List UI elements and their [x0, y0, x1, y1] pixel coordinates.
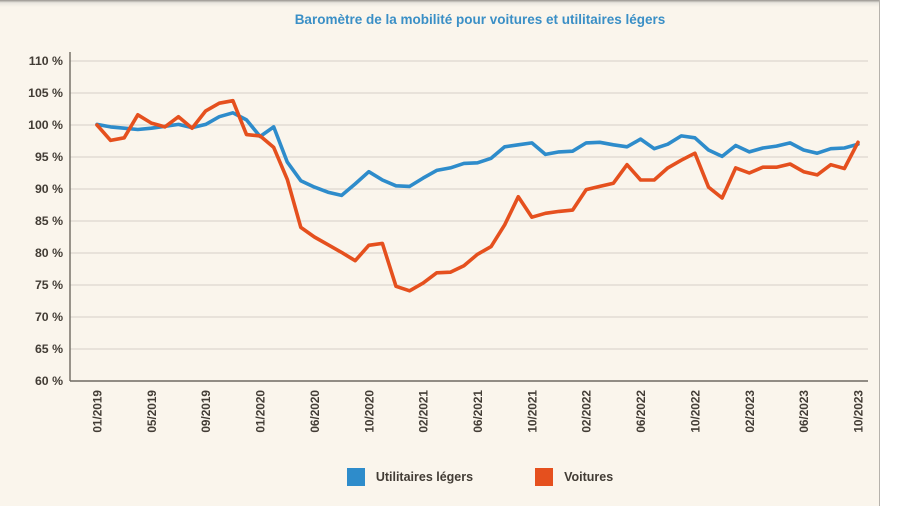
window-top-strip	[0, 0, 900, 7]
legend-swatch-utilitaires-icon	[346, 468, 365, 486]
legend-swatch-voitures-icon	[535, 468, 554, 486]
chart-title: Baromètre de la mobilité pour voitures e…	[294, 12, 666, 27]
legend-item-utilitaires: Utilitaires légers	[346, 468, 474, 486]
page-right-gutter	[880, 0, 900, 506]
chart-panel	[0, 7, 879, 506]
legend-label-utilitaires: Utilitaires légers	[375, 470, 474, 484]
page-edge-divider	[879, 0, 880, 506]
chart-legend: Utilitaires légers Voitures	[60, 466, 900, 488]
legend-item-voitures: Voitures	[535, 468, 613, 486]
legend-label-voitures: Voitures	[564, 470, 614, 484]
